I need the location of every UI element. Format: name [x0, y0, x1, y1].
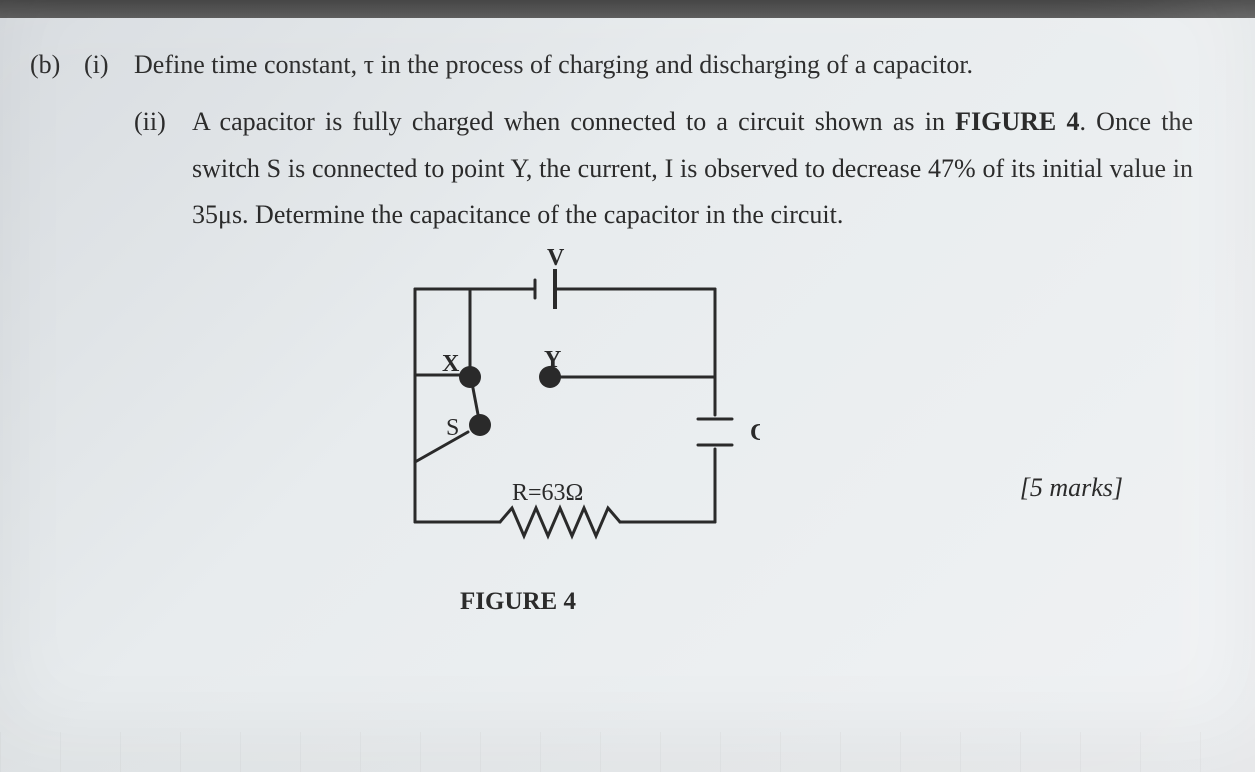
- svg-text:R=63Ω: R=63Ω: [512, 480, 583, 506]
- background-grid: [0, 732, 1255, 772]
- svg-text:S: S: [446, 415, 459, 441]
- svg-text:V: V: [547, 247, 565, 271]
- figure-ref: FIGURE 4: [955, 107, 1079, 136]
- marks-label: [5 marks]: [1020, 465, 1123, 512]
- window-top-bar: [0, 0, 1255, 18]
- label-sub-ii: (ii): [134, 99, 192, 146]
- question-bii-row: (ii) A capacitor is fully charged when c…: [30, 99, 1193, 239]
- figure-caption: FIGURE 4: [460, 579, 576, 624]
- text-bii: A capacitor is fully charged when connec…: [192, 99, 1193, 239]
- text-bi: Define time constant, τ in the process o…: [134, 42, 1193, 89]
- label-part-b: (b): [30, 42, 84, 89]
- text-bii-part1: A capacitor is fully charged when connec…: [192, 107, 955, 136]
- svg-text:C: C: [750, 420, 760, 446]
- svg-text:X: X: [442, 351, 460, 377]
- label-sub-i: (i): [84, 42, 134, 89]
- figure-area: V X Y S C R=63Ω [5 marks] FIGURE 4: [30, 247, 1193, 627]
- svg-text:Y: Y: [544, 347, 561, 373]
- circuit-diagram: V X Y S C R=63Ω: [320, 247, 760, 587]
- document-page: (b) (i) Define time constant, τ in the p…: [10, 22, 1243, 772]
- question-bi-row: (b) (i) Define time constant, τ in the p…: [30, 42, 1193, 89]
